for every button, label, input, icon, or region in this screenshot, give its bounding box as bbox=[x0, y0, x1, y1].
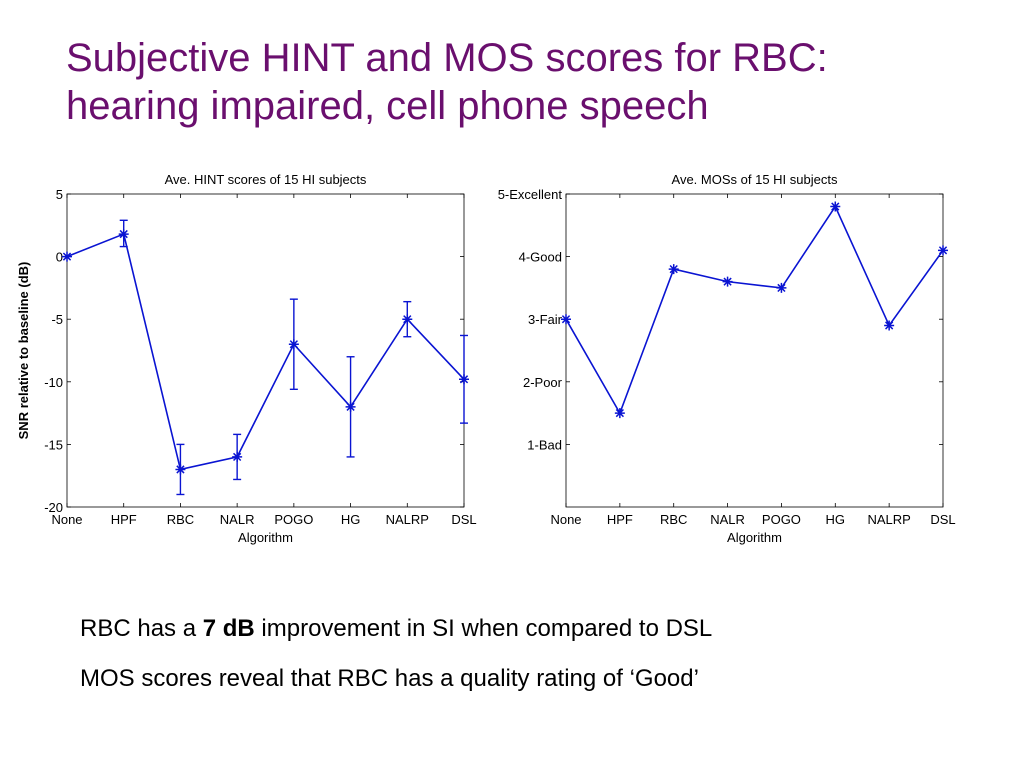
mos-ytick-label: 2-Poor bbox=[523, 375, 563, 390]
hint-xtick-label: NALRP bbox=[386, 512, 429, 527]
hint-xtick-label: NALR bbox=[220, 512, 255, 527]
mos-data-point bbox=[614, 408, 625, 419]
mos-xtick-label: RBC bbox=[660, 512, 687, 527]
mos-data-point bbox=[884, 320, 895, 331]
mos-data-point bbox=[938, 245, 948, 256]
hint-data-point bbox=[175, 464, 186, 475]
hint-ytick-label: -15 bbox=[44, 437, 63, 452]
mos-data-point bbox=[722, 276, 733, 287]
hint-ytick-label: 5 bbox=[56, 187, 63, 202]
hint-xtick-label: HG bbox=[341, 512, 361, 527]
bullet-mos-rating: MOS scores reveal that RBC has a quality… bbox=[80, 665, 699, 692]
mos-xtick-label: HG bbox=[826, 512, 846, 527]
hint-ytick-label: 0 bbox=[56, 250, 63, 265]
mos-xtick-label: NALRP bbox=[867, 512, 910, 527]
hint-xaxis-label: Algorithm bbox=[238, 530, 293, 545]
mos-ytick-label: 4-Good bbox=[519, 250, 562, 265]
hint-data-point bbox=[62, 251, 72, 262]
hint-chart-title: Ave. HINT scores of 15 HI subjects bbox=[165, 172, 367, 187]
hint-xtick-label: POGO bbox=[274, 512, 313, 527]
mos-chart: Ave. MOSs of 15 HI subjects 5-Excellent 4-… bbox=[498, 172, 956, 545]
mos-ytick-label: 5-Excellent bbox=[498, 187, 563, 202]
mos-xaxis-label: Algorithm bbox=[727, 530, 782, 545]
hint-yaxis-label: SNR relative to baseline (dB) bbox=[16, 262, 31, 440]
slide-title: Subjective HINT and MOS scores for RBC: … bbox=[66, 34, 1006, 130]
title-line-2: hearing impaired, cell phone speech bbox=[66, 84, 709, 128]
hint-data-point bbox=[345, 401, 356, 412]
mos-series-line bbox=[565, 204, 944, 415]
mos-data-point bbox=[561, 314, 571, 325]
mos-data-point bbox=[830, 201, 841, 212]
hint-series-line bbox=[66, 232, 465, 471]
hint-ytick-label: -20 bbox=[44, 500, 63, 515]
bullet-list: RBC has a 7 dB improvement in SI when co… bbox=[80, 612, 980, 712]
mos-plot-frame bbox=[565, 193, 944, 508]
hint-plot-frame bbox=[66, 193, 465, 508]
mos-xtick-label: None bbox=[550, 512, 581, 527]
bullet-rbc-improvement: RBC has a 7 dB improvement in SI when co… bbox=[80, 612, 980, 646]
hint-xtick-label: None bbox=[51, 512, 82, 527]
hint-xtick-label: RBC bbox=[167, 512, 194, 527]
mos-chart-title: Ave. MOSs of 15 HI subjects bbox=[672, 172, 838, 187]
mos-ytick-label: 1-Bad bbox=[527, 437, 562, 452]
mos-ytick-label: 3-Fair bbox=[528, 312, 563, 327]
hint-data-point bbox=[288, 339, 299, 350]
hint-xtick-label: DSL bbox=[451, 512, 476, 527]
hint-data-point bbox=[232, 451, 243, 462]
mos-xtick-label: POGO bbox=[762, 512, 801, 527]
hint-ytick-label: -10 bbox=[44, 375, 63, 390]
bullet1-bold: 7 dB bbox=[202, 615, 255, 642]
mos-xtick-label: NALR bbox=[710, 512, 745, 527]
bullet1-pre: RBC has a bbox=[80, 615, 203, 642]
hint-chart: Ave. HINT scores of 15 HI subjects 5 0 -5 -1… bbox=[16, 172, 477, 545]
hint-data-point bbox=[118, 229, 129, 240]
bullet1-post: improvement in SI when compared to DSL bbox=[254, 615, 713, 642]
hint-ytick-label: -5 bbox=[51, 312, 63, 327]
hint-data-point bbox=[402, 314, 413, 325]
mos-data-point bbox=[776, 282, 787, 293]
hint-xtick-label: HPF bbox=[111, 512, 137, 527]
mos-xtick-label: DSL bbox=[930, 512, 955, 527]
hint-data-point bbox=[459, 374, 469, 385]
mos-data-point bbox=[668, 264, 679, 275]
title-line-1: Subjective HINT and MOS scores for RBC: bbox=[66, 36, 828, 80]
mos-xtick-label: HPF bbox=[607, 512, 633, 527]
